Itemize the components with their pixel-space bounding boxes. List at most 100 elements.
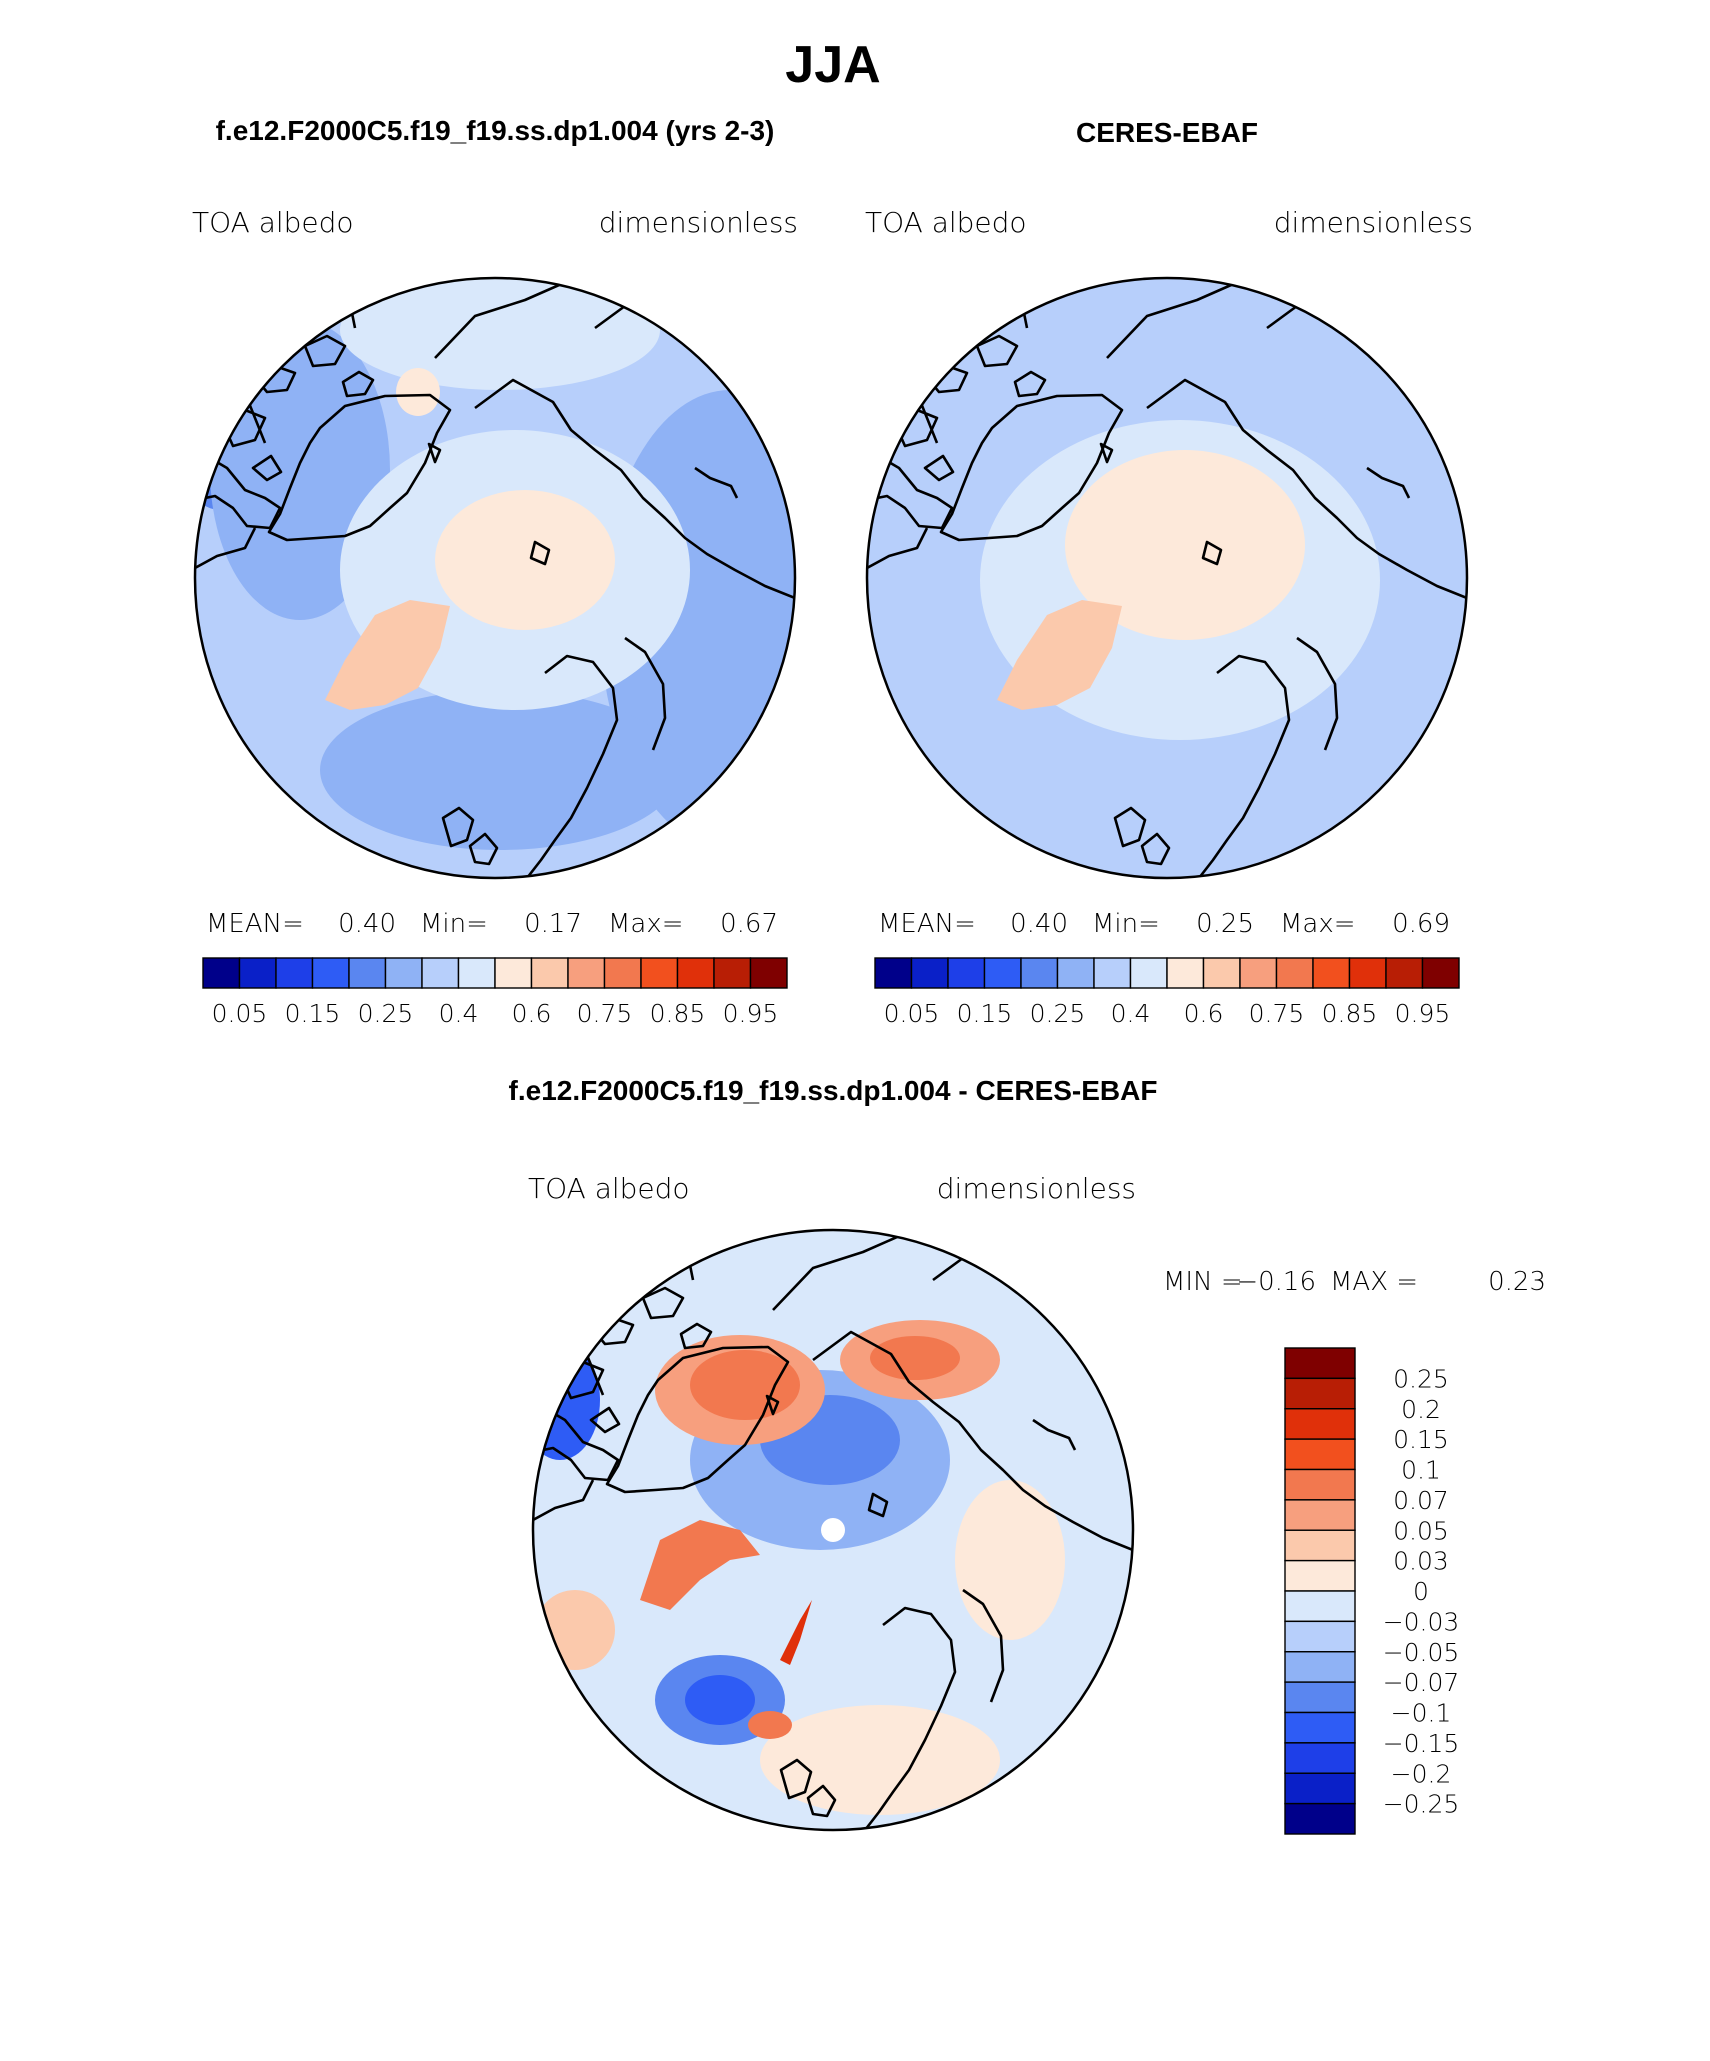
panel-c-left-label: TOA albedo [528,1172,690,1205]
panel-a-left-label: TOA albedo [192,206,354,239]
colorbar-tick-label: −0.2 [1391,1759,1452,1788]
map-b-outline [865,276,1469,880]
colorbar-box [1284,1559,1356,1592]
colorbar-box [676,957,715,989]
colorbar-b: 0.05 0.15 0.25 0.4 0.6 0.75 0.85 0.95 [874,957,1460,1028]
colorbar-box [1385,957,1424,989]
colorbar-box [1284,1711,1356,1744]
panel-b-right-label: dimensionless [1274,206,1473,239]
colorbar-tick-label: −0.1 [1391,1699,1452,1728]
panel-a-max-label: Max= [608,909,684,939]
colorbar-box [1284,1802,1356,1835]
panel-a-title: f.e12.F2000C5.f19_f19.ss.dp1.004 (yrs 2-… [216,115,775,146]
colorbar-box [749,957,788,989]
panel-b-min-value: 0.25 [1196,909,1254,939]
colorbar-box [1202,957,1241,989]
colorbar-box [1284,1529,1356,1562]
colorbar-tick-label: 0.95 [723,999,779,1028]
colorbar-box [1284,1438,1356,1471]
map-c-field-small-high [748,1711,792,1739]
map-a-field-north [340,278,660,390]
colorbar-box [1284,1772,1356,1805]
pole-mask [821,1518,845,1542]
colorbar-tick-label: 0.05 [1393,1516,1449,1545]
colorbar-tick-label: 0.15 [957,999,1013,1028]
colorbar-tick-label: 0.6 [1184,999,1224,1028]
panel-a-mean-value: 0.40 [338,909,396,939]
colorbar-box [1020,957,1059,989]
colorbar-tick-label: 0.6 [512,999,552,1028]
map-a-field-arctic-ice [435,490,615,630]
panel-c-max-label: MAX = [1330,1267,1418,1297]
colorbar-tick-label: 0.05 [884,999,940,1028]
map-a-field-south [320,690,680,850]
colorbar-box [567,957,606,989]
colorbar-tick-label: −0.03 [1383,1607,1460,1636]
panel-a-mean-label: MEAN= [206,909,304,939]
colorbar-tick-label: −0.07 [1383,1668,1460,1697]
colorbar-tick-label: 0.2 [1401,1395,1441,1424]
panel-a-right-label: dimensionless [599,206,798,239]
colorbar-tick-label: 0 [1413,1577,1429,1606]
colorbar-box [311,957,350,989]
colorbar-box [238,957,277,989]
colorbar-tick-label: 0.07 [1393,1486,1449,1515]
colorbar-box [275,957,314,989]
panel-b-min-label: Min= [1092,909,1160,939]
panel-c-max-value: 0.23 [1488,1267,1546,1297]
panel-b-max-value: 0.69 [1392,909,1450,939]
panel-c-right-label: dimensionless [937,1172,1136,1205]
colorbar-box [384,957,423,989]
panel-a-map [193,276,797,880]
colorbar-box [1284,1620,1356,1653]
map-c-field-greenland-low-core [685,1675,755,1725]
colorbar-tick-label: 0.25 [1393,1364,1449,1393]
colorbar-tick-label: 0.1 [1401,1456,1441,1485]
map-c-field-east-high-core [870,1336,960,1380]
colorbar-box [1284,1468,1356,1501]
map-b-field-greenland [997,600,1122,710]
colorbar-box [1348,957,1387,989]
colorbar-box [421,957,460,989]
colorbar-tick-label: 0.15 [285,999,341,1028]
panel-c-min-label: MIN = [1163,1267,1243,1297]
colorbar-box [1284,1742,1356,1774]
panel-b-left-label: TOA albedo [865,206,1027,239]
panel-c-min-value: −0.16 [1236,1267,1316,1297]
colorbar-tick-label: 0.25 [358,999,414,1028]
panel-b-title: CERES-EBAF [1076,117,1258,148]
colorbar-tick-label: 0.25 [1030,999,1086,1028]
colorbar-box [874,957,913,989]
map-c-field-greenland-edge [780,1600,812,1665]
colorbar-tick-label: 0.05 [212,999,268,1028]
map-b-field-arctic-ice [1065,450,1305,640]
colorbar-box [1275,957,1314,989]
colorbar-box [1421,957,1460,989]
colorbar-tick-label: 0.03 [1393,1547,1449,1576]
colorbar-tick-label: −0.05 [1383,1638,1460,1667]
colorbar-box [603,957,642,989]
colorbar-box [348,957,387,989]
map-a-field-small-high [396,368,440,416]
colorbar-box [1284,1347,1356,1380]
colorbar-box [1239,957,1278,989]
colorbar-tick-label: −0.15 [1383,1729,1460,1758]
colorbar-box [640,957,679,989]
colorbar-box [910,957,949,989]
map-a-field-greenland [325,600,450,710]
panel-c-title: f.e12.F2000C5.f19_f19.ss.dp1.004 - CERES… [509,1075,1158,1106]
colorbar-tick-label: 0.85 [650,999,706,1028]
panel-b-map [865,276,1469,880]
colorbar-box [1056,957,1095,989]
colorbar-tick-label: 0.95 [1395,999,1451,1028]
panel-c-map [531,1228,1135,1832]
panel-a-max-value: 0.67 [720,909,778,939]
colorbar-a: 0.05 0.15 0.25 0.4 0.6 0.75 0.85 0.95 [202,957,788,1028]
map-a-outline [193,276,797,880]
colorbar-box [457,957,496,989]
colorbar-box [1284,1377,1356,1410]
panel-b-max-label: Max= [1280,909,1356,939]
panel-b-mean-value: 0.40 [1010,909,1068,939]
